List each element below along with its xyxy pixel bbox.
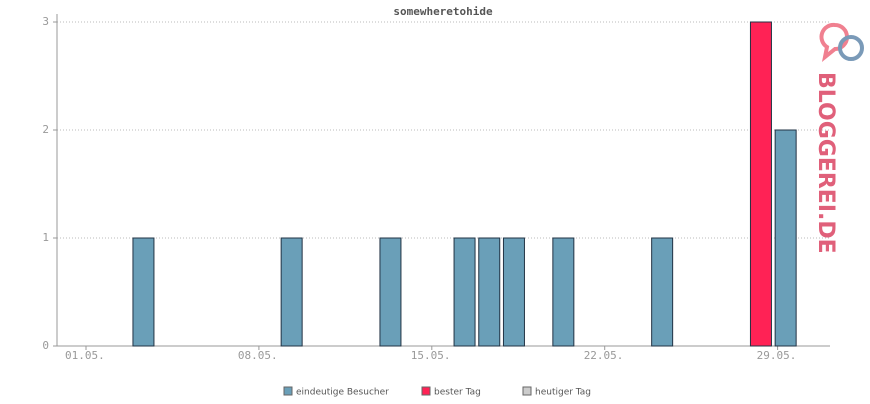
chart-title: somewheretohide — [393, 5, 493, 18]
legend-swatch — [421, 386, 431, 396]
logo-icon — [819, 22, 864, 62]
x-tick-label: 22.05. — [584, 349, 624, 362]
y-tick-label: 0 — [42, 339, 49, 352]
x-tick-label: 29.05. — [757, 349, 797, 362]
logo: BLOGGEREI.DE — [813, 72, 838, 254]
bar — [132, 237, 155, 347]
bar — [749, 21, 772, 347]
y-tick-label: 2 — [42, 123, 49, 136]
legend-label: heutiger Tag — [535, 388, 591, 398]
x-tick-label: 15.05. — [411, 349, 451, 362]
x-tick-label: 01.05. — [65, 349, 105, 362]
bar — [774, 129, 797, 347]
bar — [552, 237, 575, 347]
bar — [453, 237, 476, 347]
x-tick-label: 08.05. — [238, 349, 278, 362]
legend-swatch — [522, 386, 532, 396]
y-tick-label: 1 — [42, 231, 49, 244]
bar — [651, 237, 674, 347]
legend-swatch — [283, 386, 293, 396]
bar — [478, 237, 501, 347]
bar — [280, 237, 303, 347]
bar — [502, 237, 525, 347]
y-tick-label: 3 — [42, 15, 49, 28]
legend-label: bester Tag — [434, 388, 481, 398]
bar — [379, 237, 402, 347]
legend-label: eindeutige Besucher — [296, 388, 389, 398]
